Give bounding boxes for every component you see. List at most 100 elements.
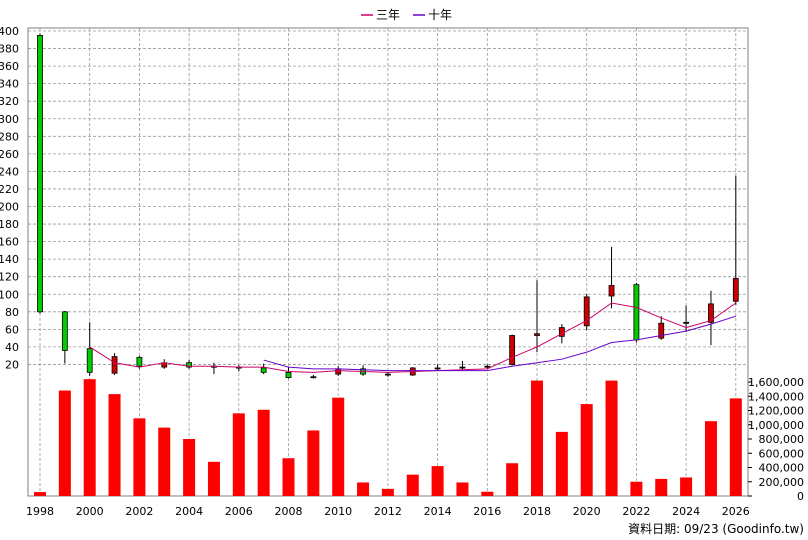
price-tick-400: 400	[0, 25, 19, 38]
candle-body-2009	[310, 376, 317, 379]
candle-body-2010	[335, 368, 342, 375]
series-line-0	[89, 302, 737, 373]
volume-tick-1: 200,000	[759, 476, 805, 489]
candle-body-1998	[37, 34, 43, 313]
price-tick-40: 40	[5, 341, 19, 354]
volume-bar-2026	[729, 398, 742, 496]
volume-bar-1998	[34, 492, 46, 496]
volume-bar-2004	[183, 439, 196, 496]
year-axis: 1998 2000 2002 2004 2006 2008 2010 2012 2014 2016…	[26, 505, 750, 518]
volume-bar-2025	[704, 421, 717, 496]
series-line-1	[263, 315, 736, 372]
price-tick-360: 360	[0, 60, 19, 73]
volume-bar-1999	[58, 390, 71, 496]
price-tick-180: 180	[0, 218, 19, 231]
candle-body-2022	[633, 284, 640, 341]
candle-body-2014	[434, 367, 441, 370]
candle-body-2026	[732, 278, 739, 302]
price-tick-220: 220	[0, 183, 19, 196]
volume-bar-2023	[655, 478, 668, 496]
candle-body-2025	[708, 303, 714, 323]
volume-bar-2002	[133, 418, 146, 496]
candle-body-2018	[534, 333, 540, 336]
footnote: 資料日期: 09/23 (Goodinfo.tw)	[628, 522, 804, 536]
volume-bar-2011	[357, 482, 370, 496]
price-tick-240: 240	[0, 165, 19, 178]
year-tick-2000: 2000	[76, 505, 104, 518]
volume-bar-2000	[83, 379, 96, 496]
price-tick-280: 280	[0, 130, 19, 143]
volume-bar-2020	[580, 404, 593, 496]
year-tick-2024: 2024	[672, 505, 700, 518]
year-tick-2022: 2022	[622, 505, 650, 518]
volume-bar-2017	[506, 463, 519, 496]
volume-bar-2021	[605, 380, 618, 496]
candle-body-2001	[111, 356, 118, 374]
year-tick-2020: 2020	[573, 505, 601, 518]
candle-body-2008	[285, 371, 292, 379]
year-tick-2006: 2006	[225, 505, 253, 518]
price-tick-160: 160	[0, 236, 19, 249]
volume-tick-2: 400,000	[759, 462, 805, 475]
volume-tick-5: 1,000,000	[748, 419, 804, 432]
price-tick-80: 80	[5, 306, 19, 319]
candle-body-2015	[459, 366, 466, 369]
volume-tick-0: 0	[797, 490, 804, 503]
year-tick-2004: 2004	[175, 505, 203, 518]
legend-label-0: 三年	[376, 8, 400, 22]
volume-tick-7: 1,400,000	[748, 390, 804, 403]
volume-bar-2019	[555, 431, 568, 496]
price-tick-300: 300	[0, 113, 19, 126]
price-tick-20: 20	[5, 358, 19, 371]
candle-body-1999	[61, 311, 68, 351]
candle-body-2017	[509, 335, 516, 365]
candle-body-2012	[384, 373, 391, 376]
price-tick-380: 380	[0, 43, 19, 56]
legend: 三年 十年	[361, 8, 452, 22]
candle-body-2021	[608, 285, 615, 297]
volume-bar-2001	[108, 394, 121, 496]
legend-label-1: 十年	[428, 8, 452, 22]
candle-body-2007	[260, 367, 267, 373]
moving-average-lines	[89, 302, 737, 373]
volume-bar-2015	[456, 482, 469, 496]
volume-bars	[34, 379, 742, 496]
year-tick-2008: 2008	[275, 505, 303, 518]
price-axis: 20 40 60 80 100 120 140 160 180 200 220 240 260 280 30…	[0, 25, 19, 371]
volume-bar-2005	[207, 461, 220, 496]
price-tick-140: 140	[0, 253, 19, 266]
volume-tick-3: 600,000	[759, 447, 805, 460]
volume-bar-2018	[531, 380, 543, 496]
candle-body-2002	[136, 357, 143, 367]
candle-body-2024	[683, 321, 689, 324]
volume-bar-2008	[282, 458, 295, 496]
volume-bar-2010	[332, 397, 345, 496]
candle-body-2000	[86, 348, 93, 373]
volume-bar-2009	[307, 430, 320, 496]
year-tick-2012: 2012	[374, 505, 402, 518]
price-tick-120: 120	[0, 271, 19, 284]
candle-body-2004	[186, 362, 193, 368]
year-tick-2010: 2010	[324, 505, 352, 518]
volume-bar-2022	[630, 481, 643, 496]
volume-tick-8: 1,600,000	[748, 376, 804, 389]
volume-bar-2006	[232, 413, 245, 496]
volume-bar-2012	[381, 488, 394, 496]
volume-bar-2016	[481, 491, 494, 496]
year-tick-2016: 2016	[473, 505, 501, 518]
price-tick-340: 340	[0, 78, 19, 91]
price-tick-60: 60	[5, 323, 19, 336]
year-tick-1998: 1998	[26, 505, 54, 518]
price-tick-320: 320	[0, 95, 19, 108]
year-tick-2026: 2026	[722, 505, 750, 518]
year-tick-2002: 2002	[125, 505, 153, 518]
candle-body-2020	[583, 296, 590, 327]
volume-tick-4: 800,000	[759, 433, 805, 446]
volume-bar-2003	[158, 427, 171, 496]
year-tick-2014: 2014	[424, 505, 452, 518]
volume-bar-2024	[680, 477, 693, 496]
price-tick-100: 100	[0, 288, 19, 301]
candle-body-2016	[484, 365, 491, 368]
